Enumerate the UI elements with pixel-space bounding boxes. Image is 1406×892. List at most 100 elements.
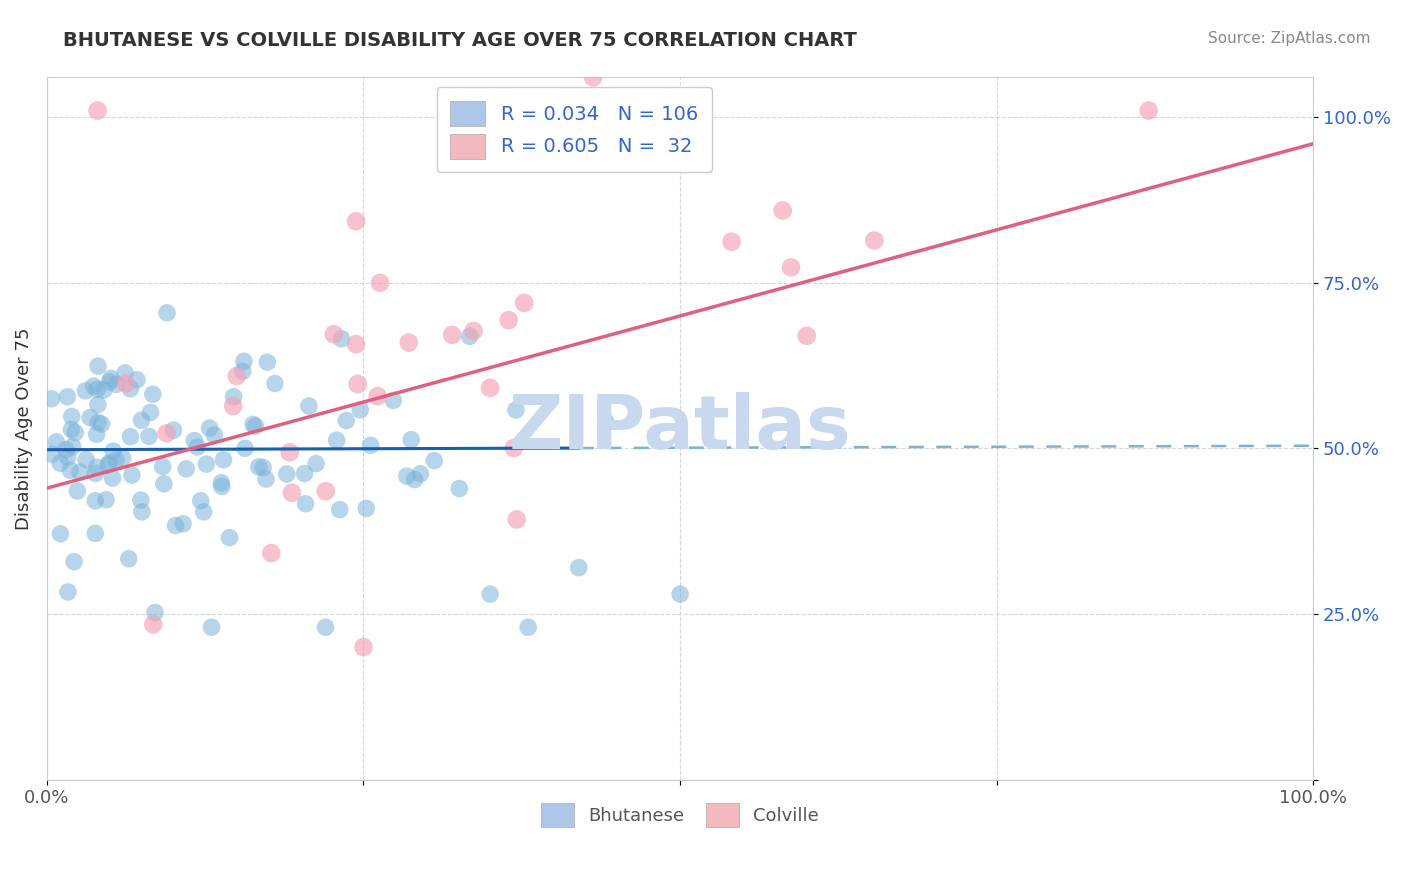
Point bbox=[55, 442, 77, 457]
Point bbox=[595, 415, 617, 429]
Point bbox=[322, 327, 344, 342]
Point bbox=[56, 450, 79, 464]
Point bbox=[62, 440, 84, 454]
Point bbox=[142, 387, 165, 401]
Point bbox=[56, 585, 79, 599]
Point bbox=[190, 493, 212, 508]
Point bbox=[256, 355, 278, 369]
Point bbox=[202, 428, 225, 442]
Point bbox=[330, 332, 353, 346]
Legend: Bhutanese, Colville: Bhutanese, Colville bbox=[534, 797, 825, 834]
Point bbox=[382, 393, 405, 408]
Point bbox=[183, 434, 205, 448]
Point bbox=[367, 389, 389, 403]
Point bbox=[423, 453, 446, 467]
Point bbox=[200, 620, 222, 634]
Point bbox=[162, 423, 184, 437]
Point bbox=[353, 640, 375, 654]
Point bbox=[56, 390, 79, 404]
Point bbox=[195, 457, 218, 471]
Point bbox=[131, 413, 153, 427]
Point bbox=[780, 260, 803, 275]
Point bbox=[93, 383, 115, 397]
Point bbox=[153, 476, 176, 491]
Point bbox=[118, 551, 141, 566]
Point bbox=[1137, 103, 1160, 118]
Point bbox=[315, 484, 337, 499]
Point bbox=[498, 313, 520, 327]
Point bbox=[294, 497, 316, 511]
Point bbox=[315, 620, 337, 634]
Point bbox=[143, 606, 166, 620]
Point bbox=[45, 434, 67, 449]
Point bbox=[139, 405, 162, 419]
Point bbox=[582, 70, 605, 85]
Point bbox=[87, 416, 110, 430]
Point bbox=[218, 531, 240, 545]
Point bbox=[517, 620, 540, 634]
Point bbox=[79, 410, 101, 425]
Point bbox=[505, 403, 527, 417]
Point bbox=[174, 462, 197, 476]
Point bbox=[409, 467, 432, 481]
Point bbox=[49, 526, 72, 541]
Point bbox=[232, 364, 254, 378]
Point bbox=[94, 492, 117, 507]
Point bbox=[86, 103, 108, 118]
Point bbox=[103, 444, 125, 458]
Point bbox=[172, 516, 194, 531]
Point bbox=[114, 366, 136, 380]
Point bbox=[87, 398, 110, 412]
Point bbox=[125, 373, 148, 387]
Point bbox=[152, 459, 174, 474]
Point bbox=[398, 335, 420, 350]
Point bbox=[479, 587, 502, 601]
Point bbox=[86, 382, 108, 396]
Point bbox=[129, 493, 152, 508]
Point bbox=[222, 390, 245, 404]
Point bbox=[63, 555, 86, 569]
Text: Source: ZipAtlas.com: Source: ZipAtlas.com bbox=[1208, 31, 1371, 46]
Point bbox=[245, 419, 267, 434]
Point bbox=[84, 526, 107, 541]
Point bbox=[83, 379, 105, 393]
Point bbox=[87, 359, 110, 373]
Point bbox=[720, 235, 742, 249]
Point bbox=[513, 296, 536, 310]
Point bbox=[49, 456, 72, 470]
Point bbox=[75, 384, 97, 398]
Point bbox=[63, 425, 86, 440]
Point bbox=[115, 376, 138, 391]
Text: BHUTANESE VS COLVILLE DISABILITY AGE OVER 75 CORRELATION CHART: BHUTANESE VS COLVILLE DISABILITY AGE OVE… bbox=[63, 31, 858, 50]
Point bbox=[344, 337, 367, 351]
Point bbox=[104, 453, 127, 467]
Point bbox=[131, 505, 153, 519]
Text: ZIPatlas: ZIPatlas bbox=[509, 392, 852, 465]
Point bbox=[105, 377, 128, 392]
Point bbox=[242, 417, 264, 432]
Point bbox=[101, 471, 124, 485]
Point bbox=[276, 467, 298, 481]
Point bbox=[120, 430, 142, 444]
Point bbox=[458, 329, 481, 343]
Point bbox=[186, 440, 208, 454]
Point bbox=[156, 426, 179, 441]
Point bbox=[69, 465, 91, 479]
Point bbox=[329, 502, 352, 516]
Point bbox=[278, 445, 301, 459]
Point bbox=[449, 482, 471, 496]
Point bbox=[90, 417, 112, 431]
Point bbox=[356, 501, 378, 516]
Point bbox=[66, 483, 89, 498]
Point bbox=[75, 452, 97, 467]
Point bbox=[86, 460, 108, 475]
Point bbox=[346, 377, 368, 392]
Point bbox=[100, 371, 122, 385]
Point bbox=[404, 473, 426, 487]
Point bbox=[479, 381, 502, 395]
Point bbox=[222, 399, 245, 413]
Point bbox=[254, 472, 277, 486]
Point bbox=[325, 434, 347, 448]
Point bbox=[41, 447, 63, 461]
Point bbox=[349, 402, 371, 417]
